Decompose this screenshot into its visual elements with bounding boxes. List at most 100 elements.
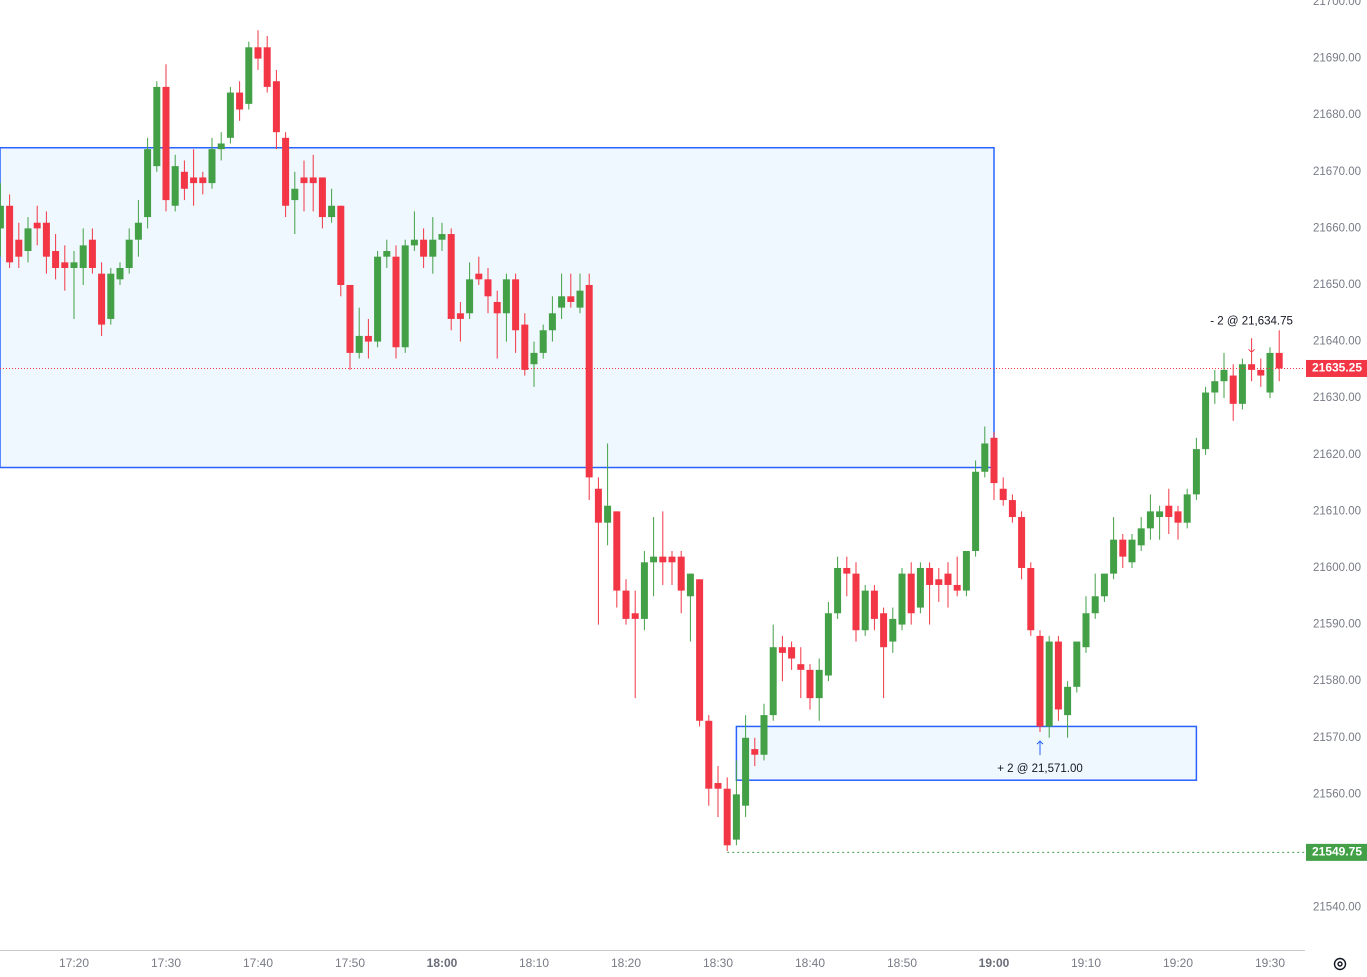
price-label: 21549.75: [1312, 845, 1362, 859]
candle-body: [916, 567, 924, 608]
candle-body: [346, 284, 354, 353]
candle-body: [263, 47, 271, 87]
candle-body: [1036, 635, 1044, 727]
candle-body: [898, 573, 906, 625]
candle-body: [272, 81, 280, 133]
candle-body: [355, 335, 363, 353]
candle-body: [530, 352, 538, 365]
candle-body: [226, 92, 234, 138]
candle-body: [1257, 369, 1265, 376]
candle-body: [171, 166, 179, 206]
candle-body: [1266, 352, 1274, 393]
candle-body: [889, 618, 897, 642]
candle-body: [6, 205, 14, 263]
y-tick-label: 21670.00: [1313, 166, 1361, 178]
candle-body: [199, 177, 207, 184]
y-tick-label: 21680.00: [1313, 109, 1361, 121]
x-tick-label: 18:30: [703, 956, 733, 970]
candle-body: [512, 279, 520, 331]
candle-body: [1183, 494, 1191, 523]
candle-body: [1165, 505, 1173, 518]
candle-body: [953, 584, 961, 591]
candle-body: [843, 567, 851, 574]
candle-body: [880, 613, 888, 648]
y-tick-label: 21630.00: [1313, 392, 1361, 404]
candle-body: [291, 188, 299, 201]
candle-body: [300, 177, 308, 184]
candle-body: [15, 239, 23, 257]
zone: [735, 725, 1198, 781]
candle-body: [217, 143, 225, 150]
x-tick-label: 17:30: [151, 956, 181, 970]
x-tick-label: 18:20: [611, 956, 641, 970]
candle-body: [806, 669, 814, 699]
candle-body: [677, 556, 685, 591]
candle-body: [742, 737, 750, 806]
candle-body: [760, 715, 768, 755]
candle-body: [70, 262, 78, 269]
candle-body: [328, 205, 336, 218]
candle-body: [999, 488, 1007, 501]
candle-body: [33, 222, 41, 229]
y-tick-label: 21700.00: [1313, 0, 1361, 8]
candle-body: [705, 720, 713, 789]
candle-body: [61, 262, 69, 269]
candle-body: [88, 239, 96, 269]
candle-body: [714, 783, 722, 789]
x-tick-label: 19:30: [1255, 956, 1285, 970]
candle-body: [1054, 641, 1062, 710]
candle-body: [190, 177, 198, 184]
x-tick-label: 19:00: [979, 956, 1010, 970]
trade-arrow: [1036, 740, 1044, 756]
candle-body: [309, 177, 317, 184]
candle-body: [1082, 613, 1090, 648]
candle-body: [824, 613, 832, 676]
candle-body: [1211, 381, 1219, 393]
candle-body: [1073, 641, 1081, 687]
candle-body: [622, 590, 630, 619]
candle-body: [98, 273, 106, 325]
candle-body: [594, 488, 602, 523]
candle-body: [1027, 567, 1035, 631]
candle-body: [723, 788, 731, 846]
candle-body: [236, 92, 244, 110]
y-tick-label: 21590.00: [1313, 619, 1361, 631]
candle-body: [585, 284, 593, 478]
y-tick-label: 21640.00: [1313, 336, 1361, 348]
candle-body: [769, 647, 777, 716]
candle-body: [852, 573, 860, 631]
candle-body: [392, 256, 400, 348]
candle-body: [1008, 500, 1016, 518]
candle-body: [1146, 511, 1154, 529]
candle-body: [1119, 539, 1127, 557]
candle-body: [208, 149, 216, 184]
candle-body: [990, 437, 998, 484]
candle-body: [420, 239, 428, 257]
x-tick-label: 18:50: [887, 956, 917, 970]
candle-body: [1045, 641, 1053, 727]
candle-body: [493, 301, 501, 314]
candle-body: [153, 86, 161, 167]
candle-body: [318, 177, 326, 218]
candle-body: [604, 505, 612, 523]
x-tick-label: 18:10: [519, 956, 549, 970]
y-tick-label: 21540.00: [1313, 902, 1361, 914]
candle-body: [1248, 364, 1256, 370]
candle-body: [144, 149, 152, 218]
candle-body: [815, 669, 823, 699]
candle-body: [834, 567, 842, 614]
candle-body: [962, 550, 970, 591]
candle-body: [116, 268, 124, 280]
candle-body: [254, 47, 262, 59]
candle-body: [429, 239, 437, 257]
candle-body: [42, 222, 50, 257]
candle-body: [475, 273, 483, 280]
trade-label: + 2 @ 21,571.00: [997, 763, 1083, 775]
candle-body: [134, 222, 142, 240]
candle-body: [870, 590, 878, 619]
price-label: 21635.25: [1312, 361, 1362, 375]
candle-body: [245, 47, 253, 104]
candle-body: [1018, 517, 1026, 568]
settings-button[interactable]: [1333, 957, 1347, 971]
